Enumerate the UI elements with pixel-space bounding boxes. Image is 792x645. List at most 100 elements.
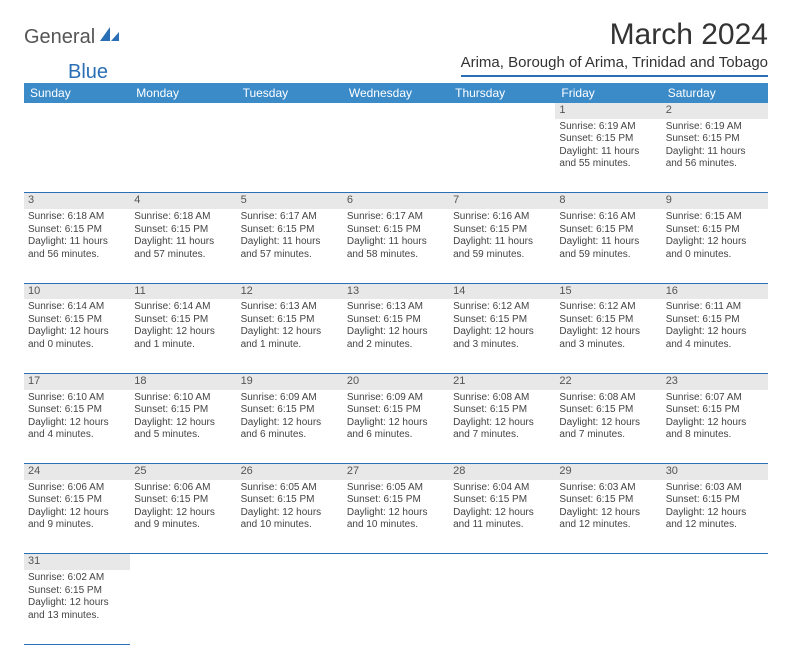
day-cell: Sunrise: 6:08 AMSunset: 6:15 PMDaylight:… [555,390,661,464]
day-cell: Sunrise: 6:18 AMSunset: 6:15 PMDaylight:… [130,209,236,283]
day-number: 4 [130,193,236,209]
daynum-row: 31 [24,554,768,570]
day-cell [237,570,343,644]
day-number: 6 [343,193,449,209]
day-cell: Sunrise: 6:06 AMSunset: 6:15 PMDaylight:… [130,480,236,554]
day-cell [343,570,449,644]
daynum-row: 24252627282930 [24,464,768,480]
day-cell: Sunrise: 6:04 AMSunset: 6:15 PMDaylight:… [449,480,555,554]
day-number: 3 [24,193,130,209]
day-details: Sunrise: 6:08 AMSunset: 6:15 PMDaylight:… [559,392,657,442]
day-content-row: Sunrise: 6:06 AMSunset: 6:15 PMDaylight:… [24,480,768,554]
logo: General [24,26,123,49]
day-cell: Sunrise: 6:15 AMSunset: 6:15 PMDaylight:… [662,209,768,283]
day-number [662,554,768,570]
weekday-header-row: SundayMondayTuesdayWednesdayThursdayFrid… [24,83,768,103]
day-cell [130,570,236,644]
day-number: 12 [237,283,343,299]
daynum-row: 12 [24,103,768,119]
day-details: Sunrise: 6:03 AMSunset: 6:15 PMDaylight:… [666,482,764,532]
day-number: 16 [662,283,768,299]
day-details: Sunrise: 6:08 AMSunset: 6:15 PMDaylight:… [453,392,551,442]
day-details: Sunrise: 6:09 AMSunset: 6:15 PMDaylight:… [241,392,339,442]
calendar-table: SundayMondayTuesdayWednesdayThursdayFrid… [24,83,768,645]
day-number: 10 [24,283,130,299]
day-number [343,554,449,570]
day-cell: Sunrise: 6:16 AMSunset: 6:15 PMDaylight:… [449,209,555,283]
day-details: Sunrise: 6:09 AMSunset: 6:15 PMDaylight:… [347,392,445,442]
day-cell: Sunrise: 6:19 AMSunset: 6:15 PMDaylight:… [662,119,768,193]
daynum-row: 17181920212223 [24,373,768,389]
weekday-header: Wednesday [343,83,449,103]
day-details: Sunrise: 6:16 AMSunset: 6:15 PMDaylight:… [559,211,657,261]
day-details: Sunrise: 6:05 AMSunset: 6:15 PMDaylight:… [347,482,445,532]
day-cell: Sunrise: 6:05 AMSunset: 6:15 PMDaylight:… [343,480,449,554]
daynum-row: 3456789 [24,193,768,209]
day-number: 14 [449,283,555,299]
day-cell [449,570,555,644]
day-content-row: Sunrise: 6:10 AMSunset: 6:15 PMDaylight:… [24,390,768,464]
day-details: Sunrise: 6:19 AMSunset: 6:15 PMDaylight:… [559,121,657,171]
day-details: Sunrise: 6:11 AMSunset: 6:15 PMDaylight:… [666,301,764,351]
day-number [130,554,236,570]
day-details: Sunrise: 6:05 AMSunset: 6:15 PMDaylight:… [241,482,339,532]
day-number: 5 [237,193,343,209]
weekday-header: Friday [555,83,661,103]
day-details: Sunrise: 6:06 AMSunset: 6:15 PMDaylight:… [134,482,232,532]
day-number: 9 [662,193,768,209]
day-details: Sunrise: 6:15 AMSunset: 6:15 PMDaylight:… [666,211,764,261]
daynum-row: 10111213141516 [24,283,768,299]
day-number [449,554,555,570]
day-content-row: Sunrise: 6:02 AMSunset: 6:15 PMDaylight:… [24,570,768,644]
day-number [555,554,661,570]
day-cell: Sunrise: 6:17 AMSunset: 6:15 PMDaylight:… [343,209,449,283]
day-number: 8 [555,193,661,209]
day-details: Sunrise: 6:07 AMSunset: 6:15 PMDaylight:… [666,392,764,442]
day-cell: Sunrise: 6:03 AMSunset: 6:15 PMDaylight:… [555,480,661,554]
day-cell: Sunrise: 6:07 AMSunset: 6:15 PMDaylight:… [662,390,768,464]
day-number [449,103,555,119]
day-content-row: Sunrise: 6:18 AMSunset: 6:15 PMDaylight:… [24,209,768,283]
day-number: 24 [24,464,130,480]
day-details: Sunrise: 6:19 AMSunset: 6:15 PMDaylight:… [666,121,764,171]
day-details: Sunrise: 6:10 AMSunset: 6:15 PMDaylight:… [134,392,232,442]
calendar-body: 12 Sunrise: 6:19 AMSunset: 6:15 PMDayligh… [24,103,768,644]
weekday-header: Saturday [662,83,768,103]
day-number: 25 [130,464,236,480]
day-cell: Sunrise: 6:13 AMSunset: 6:15 PMDaylight:… [237,299,343,373]
day-details: Sunrise: 6:16 AMSunset: 6:15 PMDaylight:… [453,211,551,261]
weekday-header: Tuesday [237,83,343,103]
day-details: Sunrise: 6:18 AMSunset: 6:15 PMDaylight:… [134,211,232,261]
day-number [343,103,449,119]
day-details: Sunrise: 6:03 AMSunset: 6:15 PMDaylight:… [559,482,657,532]
day-number: 26 [237,464,343,480]
day-cell [343,119,449,193]
day-number: 18 [130,373,236,389]
day-cell: Sunrise: 6:08 AMSunset: 6:15 PMDaylight:… [449,390,555,464]
day-number: 27 [343,464,449,480]
day-cell [555,570,661,644]
day-details: Sunrise: 6:17 AMSunset: 6:15 PMDaylight:… [347,211,445,261]
day-details: Sunrise: 6:14 AMSunset: 6:15 PMDaylight:… [28,301,126,351]
day-cell: Sunrise: 6:09 AMSunset: 6:15 PMDaylight:… [343,390,449,464]
day-number [130,103,236,119]
weekday-header: Thursday [449,83,555,103]
day-number: 21 [449,373,555,389]
day-details: Sunrise: 6:14 AMSunset: 6:15 PMDaylight:… [134,301,232,351]
day-cell: Sunrise: 6:12 AMSunset: 6:15 PMDaylight:… [449,299,555,373]
day-details: Sunrise: 6:13 AMSunset: 6:15 PMDaylight:… [347,301,445,351]
day-cell: Sunrise: 6:05 AMSunset: 6:15 PMDaylight:… [237,480,343,554]
day-number: 31 [24,554,130,570]
day-number: 7 [449,193,555,209]
day-number: 19 [237,373,343,389]
day-cell [130,119,236,193]
day-content-row: Sunrise: 6:19 AMSunset: 6:15 PMDaylight:… [24,119,768,193]
day-number: 30 [662,464,768,480]
day-number: 11 [130,283,236,299]
day-details: Sunrise: 6:13 AMSunset: 6:15 PMDaylight:… [241,301,339,351]
day-cell: Sunrise: 6:18 AMSunset: 6:15 PMDaylight:… [24,209,130,283]
day-cell [24,119,130,193]
day-details: Sunrise: 6:18 AMSunset: 6:15 PMDaylight:… [28,211,126,261]
day-details: Sunrise: 6:04 AMSunset: 6:15 PMDaylight:… [453,482,551,532]
logo-text-general: General [24,26,95,49]
